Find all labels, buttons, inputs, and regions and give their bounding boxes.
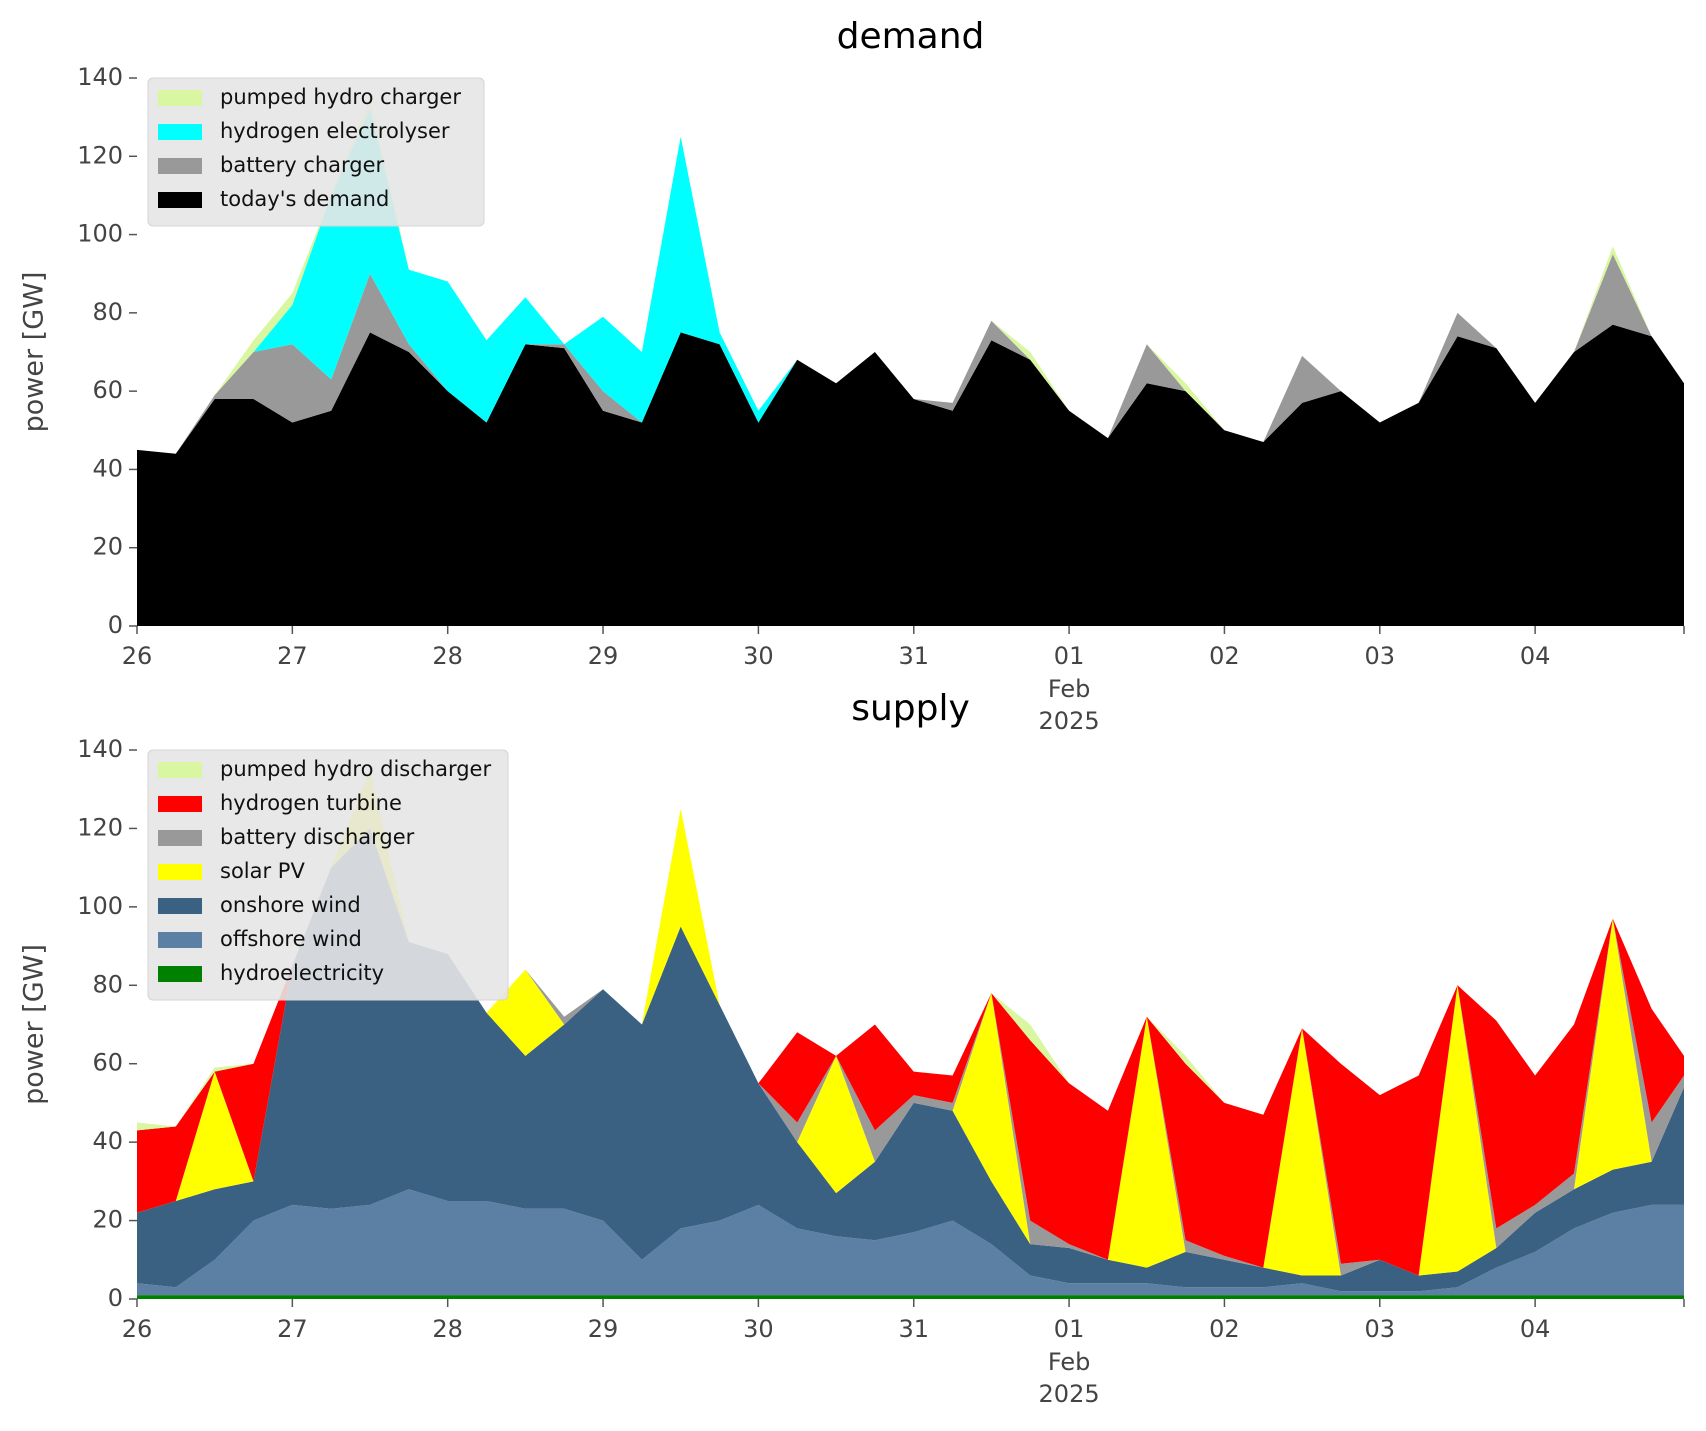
legend-swatch bbox=[158, 864, 202, 880]
y-axis-label: power [GW] bbox=[19, 944, 50, 1105]
x-tick-year: 2025 bbox=[1039, 707, 1100, 735]
legend-label: hydroelectricity bbox=[220, 961, 384, 985]
legend-label: pumped hydro charger bbox=[220, 85, 461, 109]
x-tick-label: 26 bbox=[122, 642, 153, 670]
y-tick-label: 20 bbox=[92, 533, 123, 561]
y-tick-label: 120 bbox=[77, 141, 123, 169]
area bbox=[137, 828, 1684, 1292]
y-tick-label: 100 bbox=[77, 892, 123, 920]
legend-swatch bbox=[158, 898, 202, 914]
legend-label: battery charger bbox=[220, 153, 385, 177]
y-tick-label: 120 bbox=[77, 813, 123, 841]
area bbox=[137, 769, 1684, 1276]
legend: pumped hydro discharger hydrogen turbine b… bbox=[147, 749, 509, 1001]
y-tick-label: 0 bbox=[108, 1284, 123, 1312]
x-tick-label: 31 bbox=[898, 642, 929, 670]
chart-title: demand bbox=[837, 16, 985, 57]
area bbox=[137, 109, 1684, 454]
legend-swatch bbox=[158, 762, 202, 778]
area bbox=[137, 1189, 1684, 1296]
y-tick-label: 0 bbox=[108, 611, 123, 639]
y-tick-label: 40 bbox=[92, 454, 123, 482]
legend-swatch bbox=[158, 90, 202, 106]
x-tick-label: 01 bbox=[1054, 642, 1085, 670]
legend-label: offshore wind bbox=[220, 927, 362, 951]
legend-swatch bbox=[158, 796, 202, 812]
x-tick-label: 04 bbox=[1520, 1315, 1551, 1343]
legend: pumped hydro charger hydrogen electrolyse… bbox=[147, 77, 485, 227]
x-tick-label: 30 bbox=[743, 642, 774, 670]
x-tick-month: Feb bbox=[1048, 675, 1091, 703]
chart-title: supply bbox=[851, 688, 970, 729]
x-tick-label: 30 bbox=[743, 1315, 774, 1343]
legend-label: today's demand bbox=[220, 187, 389, 211]
y-tick-label: 60 bbox=[92, 376, 123, 404]
y-tick-label: 80 bbox=[92, 970, 123, 998]
area bbox=[137, 254, 1684, 454]
x-tick-label: 03 bbox=[1365, 642, 1396, 670]
x-tick-label: 29 bbox=[588, 642, 619, 670]
x-tick-label: 27 bbox=[277, 642, 308, 670]
x-tick-year: 2025 bbox=[1039, 1380, 1100, 1408]
legend-label: onshore wind bbox=[220, 893, 361, 917]
x-tick-label: 04 bbox=[1520, 642, 1551, 670]
x-tick-label: 31 bbox=[898, 1315, 929, 1343]
legend-label: hydrogen turbine bbox=[220, 791, 402, 815]
x-tick-label: 01 bbox=[1054, 1315, 1085, 1343]
y-tick-label: 40 bbox=[92, 1127, 123, 1155]
area bbox=[137, 1295, 1684, 1299]
y-tick-label: 100 bbox=[77, 220, 123, 248]
y-tick-label: 140 bbox=[77, 735, 123, 763]
legend-label: solar PV bbox=[220, 859, 305, 883]
x-tick-label: 28 bbox=[432, 642, 463, 670]
legend-label: hydrogen electrolyser bbox=[220, 119, 450, 143]
legend-label: battery discharger bbox=[220, 825, 415, 849]
x-tick-month: Feb bbox=[1048, 1348, 1091, 1376]
legend-swatch bbox=[158, 830, 202, 846]
x-tick-label: 26 bbox=[122, 1315, 153, 1343]
x-tick-label: 29 bbox=[588, 1315, 619, 1343]
y-tick-label: 60 bbox=[92, 1049, 123, 1077]
y-tick-label: 20 bbox=[92, 1206, 123, 1234]
y-axis-label: power [GW] bbox=[19, 272, 50, 433]
x-tick-label: 27 bbox=[277, 1315, 308, 1343]
legend-swatch bbox=[158, 124, 202, 140]
legend-label: pumped hydro discharger bbox=[220, 757, 491, 781]
x-tick-label: 02 bbox=[1209, 1315, 1240, 1343]
legend-swatch bbox=[158, 966, 202, 982]
y-tick-label: 80 bbox=[92, 298, 123, 326]
legend-box bbox=[147, 749, 509, 1001]
area bbox=[137, 324, 1684, 626]
legend-swatch bbox=[158, 158, 202, 174]
legend-swatch bbox=[158, 932, 202, 948]
legend-swatch bbox=[158, 192, 202, 208]
legend-box bbox=[147, 77, 485, 227]
x-tick-label: 03 bbox=[1365, 1315, 1396, 1343]
y-tick-label: 140 bbox=[77, 63, 123, 91]
x-tick-label: 02 bbox=[1209, 642, 1240, 670]
x-tick-label: 28 bbox=[432, 1315, 463, 1343]
